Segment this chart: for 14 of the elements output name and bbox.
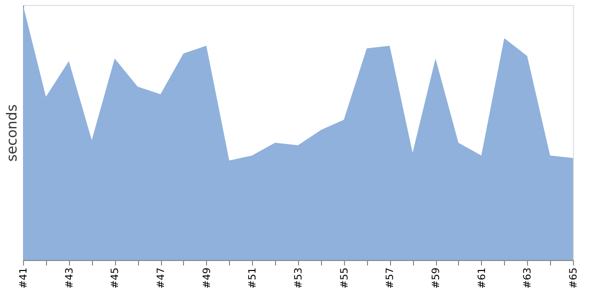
x-tick-label: #43 [64, 268, 76, 289]
x-tick-label: #49 [202, 268, 213, 289]
x-tick-label: #51 [248, 268, 259, 289]
x-tick-label: #57 [385, 268, 396, 289]
x-tick-label: #65 [568, 268, 580, 289]
x-tick-label: #53 [294, 268, 304, 289]
x-tick-label: #61 [476, 268, 488, 289]
y-axis-title: seconds [4, 104, 20, 162]
x-tick-label: #59 [431, 268, 442, 289]
x-tick-label: #63 [522, 268, 534, 289]
x-tick-label: #55 [339, 268, 350, 289]
x-tick-label: #47 [156, 268, 167, 289]
x-tick-label: #45 [110, 268, 122, 289]
x-tick-label: #41 [18, 268, 30, 289]
